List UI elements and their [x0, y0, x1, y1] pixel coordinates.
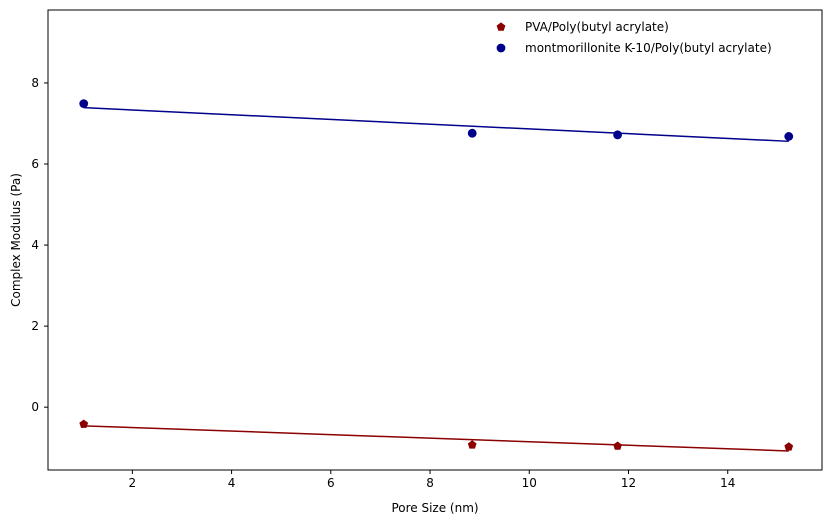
y-tick-label: 6	[31, 157, 39, 171]
fit-line-series-1	[83, 425, 789, 452]
legend-label-series-2: montmorillonite K-10/Poly(butyl acrylate…	[525, 41, 772, 55]
data-points	[79, 99, 794, 451]
data-point-series-2	[467, 128, 477, 138]
legend-label-series-1: PVA/Poly(butyl acrylate)	[525, 20, 669, 34]
y-axis: 0 2 4 6 8	[31, 76, 48, 414]
x-tick-label: 14	[720, 476, 735, 490]
x-tick-label: 12	[621, 476, 636, 490]
fit-line-series-2	[83, 106, 789, 143]
x-axis-title: Pore Size (nm)	[391, 501, 478, 515]
fit-lines	[83, 106, 789, 452]
data-point-series-2	[784, 132, 794, 141]
data-point-series-2	[613, 130, 622, 140]
y-tick-label: 0	[31, 400, 39, 414]
x-tick-label: 4	[228, 476, 236, 490]
y-tick-label: 4	[31, 238, 39, 252]
axes-frame	[47, 9, 823, 471]
legend-marker-series-1	[496, 22, 506, 31]
x-tick-label: 8	[426, 476, 434, 490]
x-tick-label: 6	[327, 476, 335, 490]
legend-marker-series-2	[496, 43, 506, 53]
legend: PVA/Poly(butyl acrylate) montmorillonite …	[496, 20, 772, 55]
data-point-series-2	[79, 99, 89, 109]
plot-area	[48, 10, 822, 470]
y-tick-label: 8	[31, 76, 39, 90]
x-tick-label: 2	[129, 476, 137, 490]
data-point-series-1	[613, 441, 622, 450]
x-tick-label: 10	[522, 476, 537, 490]
data-point-series-1	[784, 442, 794, 451]
x-axis: 2 4 6 8 10 12 14	[129, 470, 735, 490]
y-axis-title: Complex Modulus (Pa)	[9, 173, 23, 307]
data-point-series-1	[79, 419, 89, 428]
data-point-series-1	[467, 440, 477, 449]
y-tick-label: 2	[31, 319, 39, 333]
